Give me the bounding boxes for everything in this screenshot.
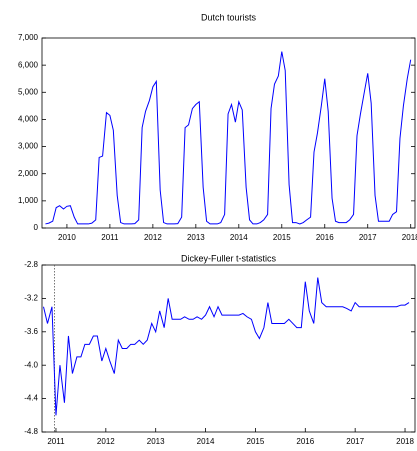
y-tick-label: 3,000 <box>18 142 39 151</box>
plot-frame <box>41 37 416 229</box>
data-line <box>45 51 412 225</box>
y-tick-label: 1,000 <box>18 196 39 205</box>
x-tick-label: 2012 <box>144 233 162 242</box>
x-tick-label: 2013 <box>187 233 205 242</box>
y-tick-label: 7,000 <box>18 33 39 42</box>
x-tick-label: 2015 <box>273 233 291 242</box>
x-tick-label: 2013 <box>147 437 165 446</box>
x-tick-label: 2014 <box>230 233 248 242</box>
x-tick-label: 2016 <box>316 233 334 242</box>
x-tick-label: 2017 <box>346 437 364 446</box>
y-tick-label: -3.6 <box>24 327 38 336</box>
y-tick-label: -3.2 <box>24 294 38 303</box>
y-tick-label: -4.4 <box>24 394 38 403</box>
x-tick-label: 2018 <box>396 437 414 446</box>
x-tick-label: 2010 <box>58 233 76 242</box>
x-tick-label: 2011 <box>47 437 65 446</box>
y-tick-label: 5,000 <box>18 87 39 96</box>
chart-title: Dutch tourists <box>201 12 257 22</box>
chart-title: Dickey-Fuller t-statistics <box>181 253 277 263</box>
y-tick-label: -2.8 <box>24 260 38 269</box>
y-tick-label: 0 <box>34 223 39 232</box>
x-tick-label: 2016 <box>296 437 314 446</box>
y-tick-label: 4,000 <box>18 115 39 124</box>
x-tick-label: 2011 <box>101 233 119 242</box>
y-tick-label: 6,000 <box>18 60 39 69</box>
x-tick-label: 2015 <box>247 437 265 446</box>
y-tick-label: -4.0 <box>24 360 38 369</box>
x-tick-label: 2012 <box>97 437 115 446</box>
plot-frame <box>41 264 416 433</box>
y-tick-label: 2,000 <box>18 169 39 178</box>
x-tick-label: 2014 <box>197 437 215 446</box>
x-tick-label: 2017 <box>359 233 377 242</box>
x-tick-label: 2018 <box>402 233 417 242</box>
y-tick-label: -4.8 <box>24 427 38 436</box>
data-line <box>43 277 410 416</box>
